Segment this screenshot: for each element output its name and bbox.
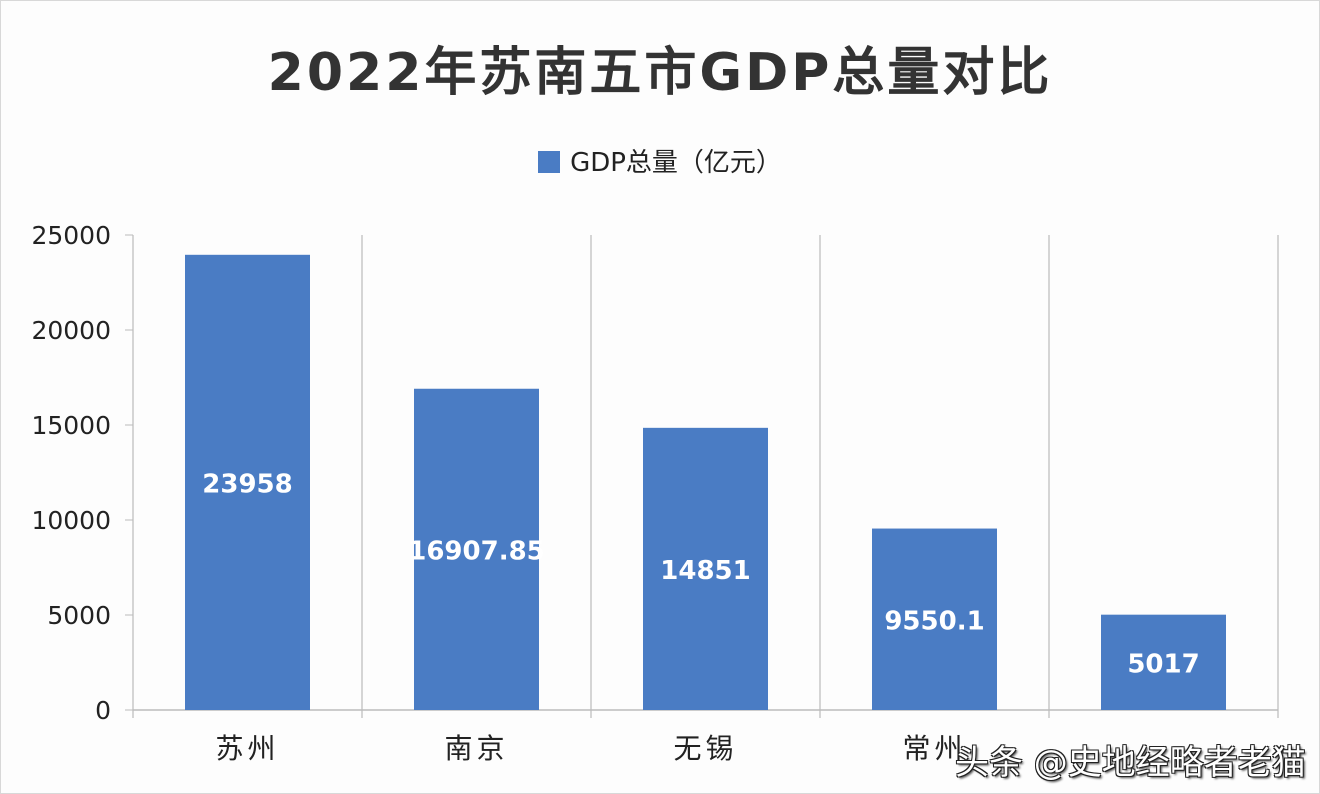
y-tick-label: 15000 (31, 411, 111, 440)
y-tick-label: 10000 (31, 506, 111, 535)
chart-title: 2022年苏南五市GDP总量对比 (267, 43, 1053, 103)
legend: GDP总量（亿元） (0, 142, 1320, 179)
x-tick-label: 常州 (902, 732, 966, 765)
legend-label: GDP总量（亿元） (570, 148, 782, 178)
bar (185, 254, 310, 710)
data-label: 16907.85 (408, 536, 545, 566)
bar (1101, 614, 1226, 710)
x-tick-label: 无锡 (673, 732, 737, 765)
y-tick-label: 20000 (31, 316, 111, 345)
bar (643, 427, 768, 710)
watermark: 头条 @史地经略者老猫 (955, 743, 1306, 783)
y-tick-label: 5000 (47, 601, 111, 630)
x-tick-label: 南京 (444, 732, 508, 765)
y-tick-label: 25000 (31, 221, 111, 250)
bar (414, 388, 539, 710)
legend-swatch (538, 151, 561, 173)
data-label: 5017 (1127, 649, 1199, 679)
data-label: 14851 (660, 556, 750, 586)
bar (872, 528, 997, 710)
x-tick-label: 苏州 (215, 732, 279, 765)
y-tick-label: 0 (95, 696, 111, 725)
data-label: 23958 (202, 469, 292, 499)
data-label: 9550.1 (884, 606, 984, 636)
